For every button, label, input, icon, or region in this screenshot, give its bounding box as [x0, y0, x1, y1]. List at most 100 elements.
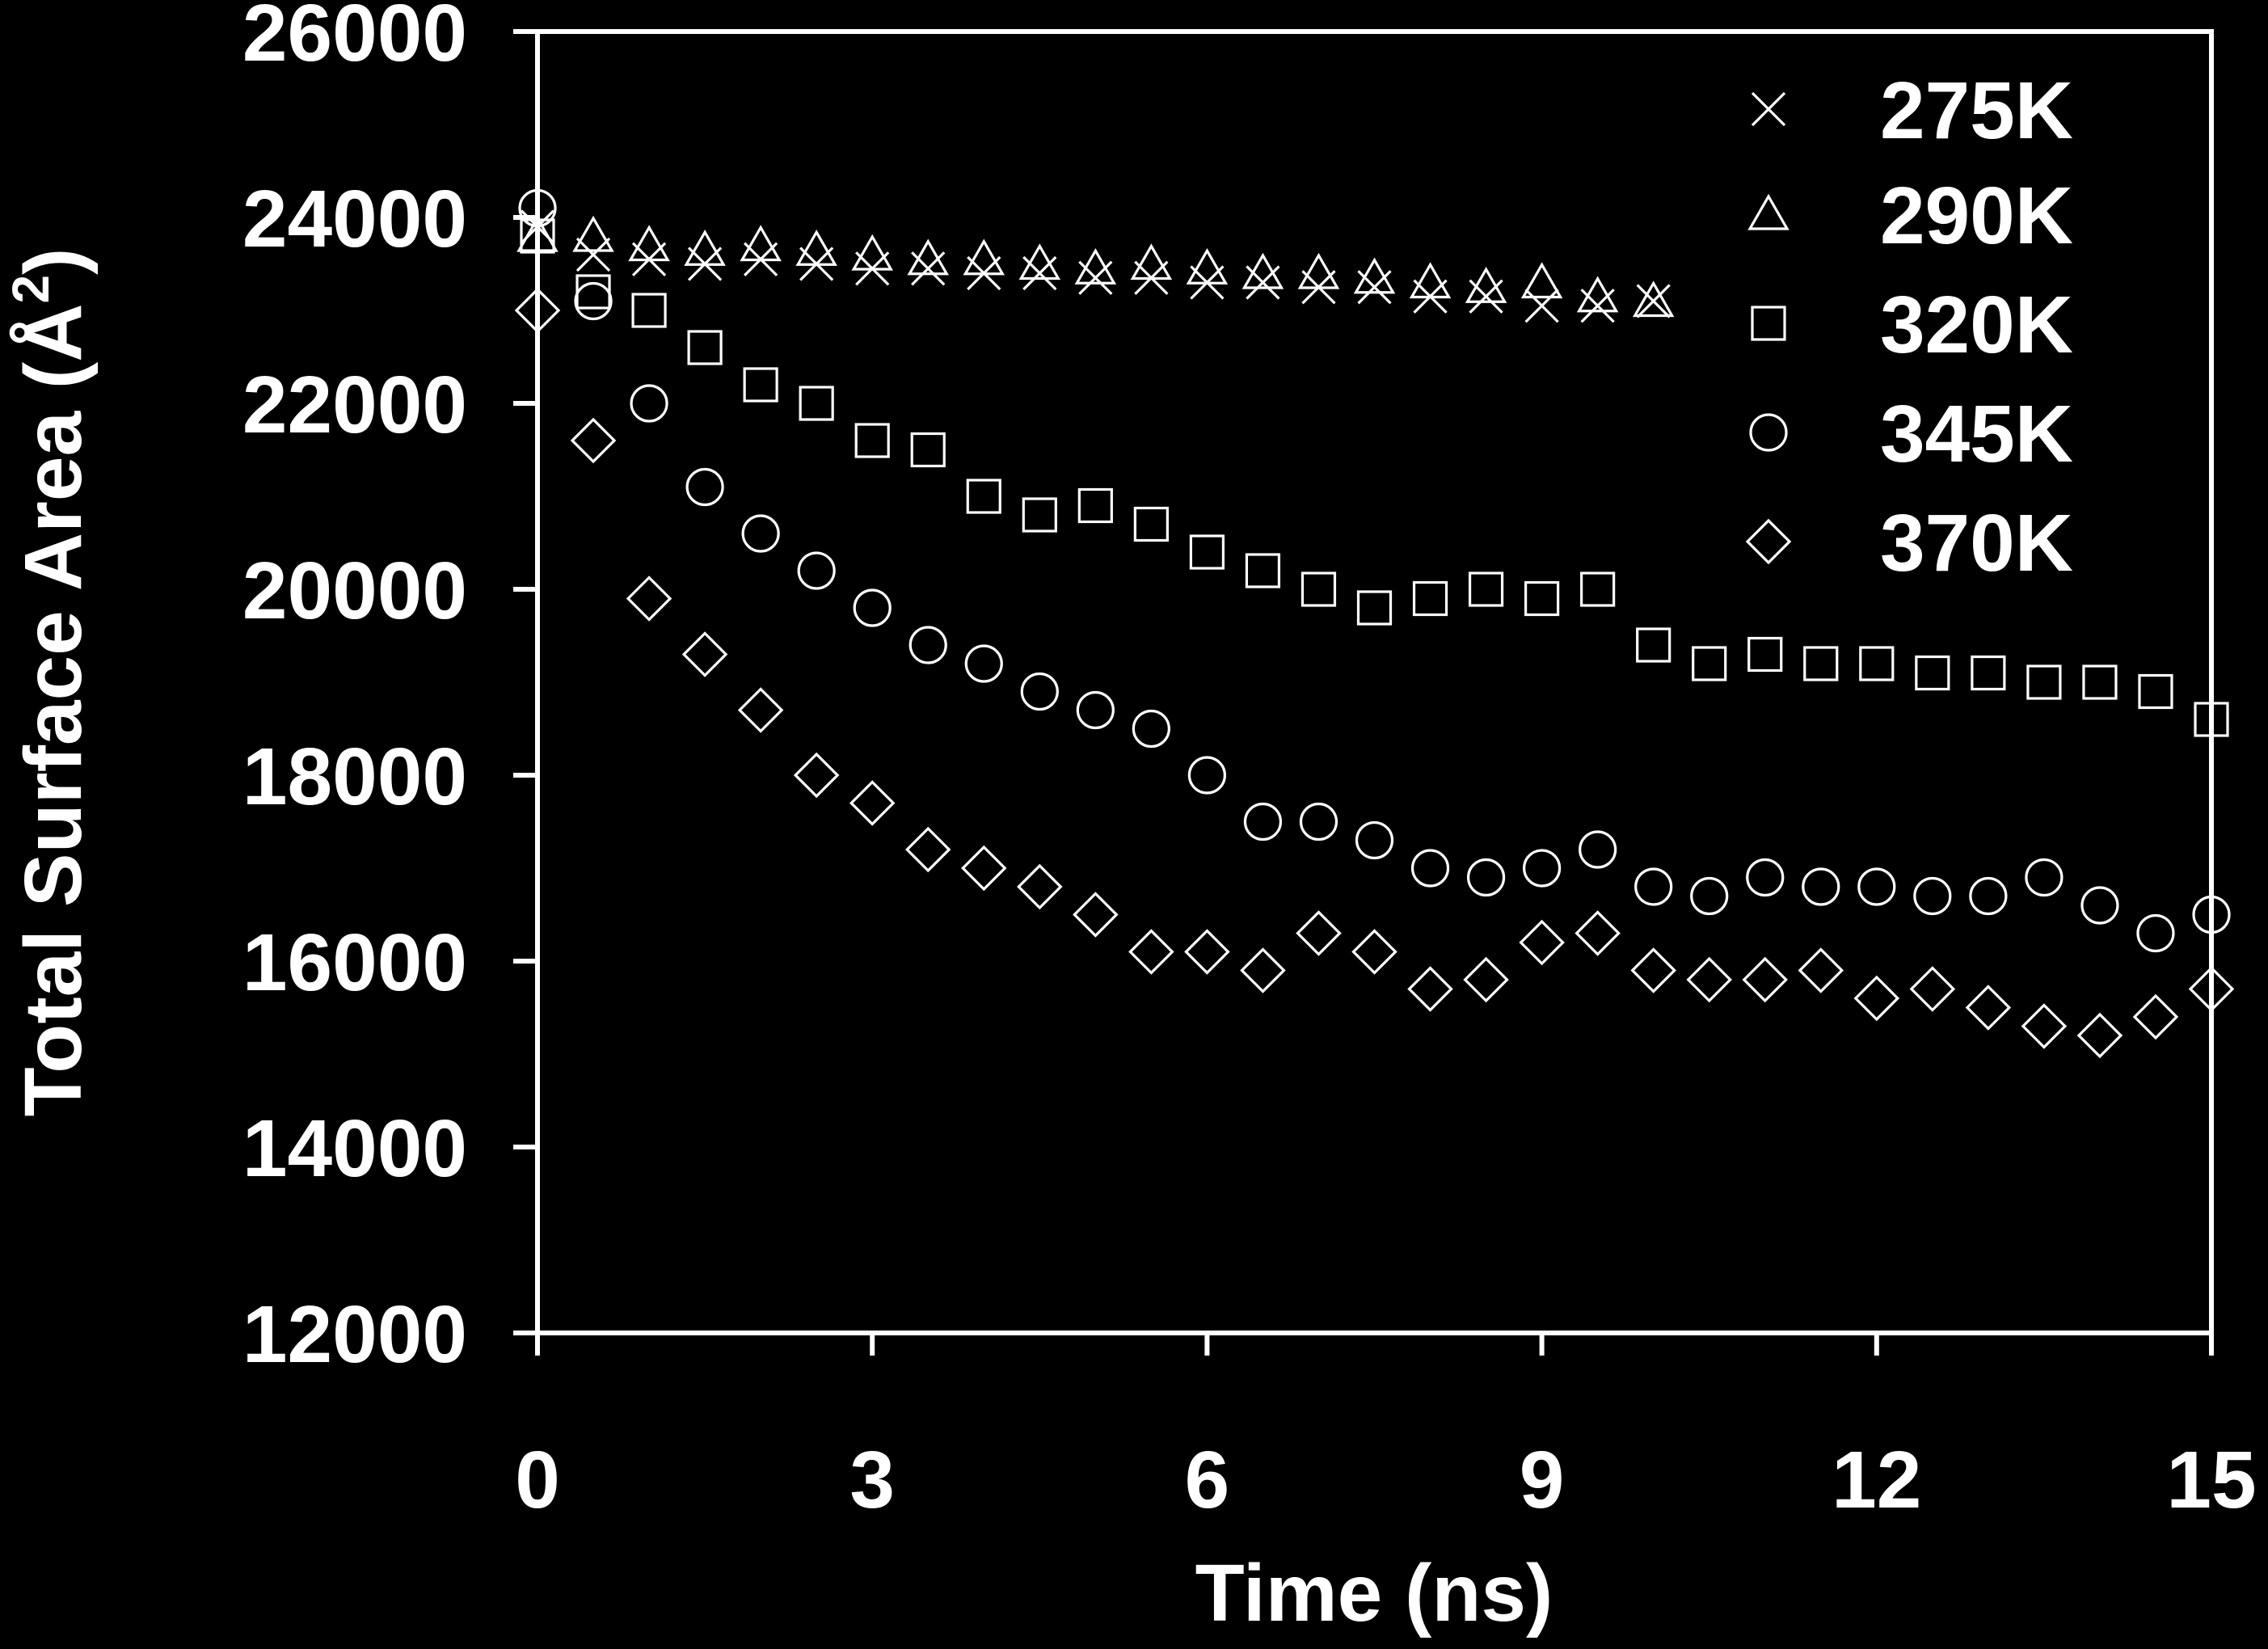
data-point-triangle	[907, 238, 949, 276]
axis-tick-labels: 0 3 6 9 12 15 12000 14000 16000 18000 20000 22000 24…	[242, 0, 2257, 1525]
data-point-circle	[964, 644, 1003, 683]
data-point-square	[1915, 655, 1950, 691]
data-point-diamond	[1017, 863, 1063, 910]
data-point-diamond	[1742, 956, 1788, 1003]
data-point-circle	[2080, 886, 2119, 925]
data-point-x	[1580, 289, 1615, 323]
data-point-triangle	[1520, 262, 1563, 299]
plot-border	[535, 29, 2214, 1335]
data-point-square	[1412, 580, 1448, 617]
data-point-triangle	[1576, 276, 1619, 313]
data-point-square	[966, 479, 1001, 514]
data-point-square	[854, 423, 890, 458]
data-point-triangle	[1632, 280, 1675, 318]
data-point-square	[575, 274, 611, 310]
legend-marker-square	[1751, 306, 1786, 341]
data-point-circle	[1466, 858, 1506, 897]
y-axis-title: Total Surface Area (Å2)	[2, 248, 99, 1117]
data-point-circle	[1020, 672, 1059, 711]
data-point-diamond	[1351, 929, 1397, 975]
data-point-triangle	[1297, 252, 1340, 289]
data-point-circle	[1634, 867, 1673, 906]
data-point-x	[1357, 270, 1392, 305]
data-point-triangle	[1409, 262, 1452, 299]
legend-item-320K: 320K	[1751, 280, 2073, 370]
data-point-circle	[1522, 849, 1562, 888]
data-point-circle	[1410, 849, 1450, 888]
data-point-diamond	[2021, 1003, 2068, 1049]
data-point-diamond	[1686, 956, 1732, 1003]
data-point-square	[2138, 673, 2173, 710]
data-point-x	[575, 237, 611, 272]
legend-marker-diamond	[1745, 518, 1792, 565]
data-point-triangle	[1186, 248, 1229, 285]
x-tick-label: 3	[849, 1435, 895, 1525]
data-point-circle	[1187, 756, 1227, 795]
data-point-diamond	[1073, 892, 1119, 938]
data-point-triangle	[1018, 243, 1061, 280]
data-point-square	[910, 432, 946, 468]
legend-item-345K: 345K	[1749, 389, 2073, 479]
data-point-diamond	[1128, 929, 1174, 975]
y-axis-title-end: )	[8, 248, 99, 275]
data-point-triangle	[851, 234, 893, 271]
data-point-circle	[1690, 876, 1729, 916]
data-point-triangle	[516, 215, 559, 252]
data-point-diamond	[1965, 985, 2012, 1031]
data-point-circle	[1299, 802, 1338, 841]
data-point-square	[1468, 571, 1504, 607]
series-275K	[520, 209, 1671, 323]
data-point-square	[1971, 655, 2006, 691]
data-point-circle	[797, 551, 836, 590]
data-point-square	[1077, 487, 1113, 524]
series-345K	[518, 188, 2231, 953]
data-point-square	[1580, 571, 1616, 607]
data-point-diamond	[514, 287, 561, 334]
data-point-triangle	[572, 215, 614, 252]
data-point-x	[911, 251, 946, 286]
data-point-circle	[1132, 709, 1170, 749]
data-point-diamond	[1407, 966, 1453, 1012]
plot-area	[535, 29, 2214, 1335]
data-point-circle	[574, 281, 613, 321]
data-point-diamond	[626, 576, 672, 622]
x-tick-label: 12	[1832, 1435, 1921, 1525]
data-point-circle	[1579, 830, 1617, 869]
data-point-diamond	[1630, 947, 1676, 993]
data-point-circle	[2192, 895, 2231, 934]
data-point-circle	[630, 384, 668, 423]
legend-marker-triangle	[1747, 193, 1790, 230]
data-point-circle	[1076, 690, 1115, 730]
x-tick-label: 9	[1520, 1435, 1565, 1525]
data-point-triangle	[795, 230, 837, 266]
data-point-square	[1859, 646, 1895, 681]
data-point-circle	[2136, 913, 2175, 953]
data-point-diamond	[849, 780, 896, 826]
legend-label: 370K	[1880, 498, 2073, 588]
data-point-square	[2194, 702, 2229, 737]
data-point-square	[1133, 506, 1169, 542]
data-point-diamond	[793, 752, 840, 799]
legend-item-370K: 370K	[1745, 498, 2073, 588]
data-point-x	[1636, 284, 1671, 318]
legend-marker-circle	[1749, 413, 1788, 452]
data-point-diamond	[681, 631, 728, 677]
data-point-circle	[2025, 858, 2064, 897]
series-320K	[520, 218, 2229, 737]
data-point-diamond	[904, 826, 951, 873]
data-point-triangle	[1074, 248, 1117, 285]
legend: 275K 290K 320K 345K 370K	[1745, 65, 2073, 588]
data-point-circle	[741, 514, 780, 553]
data-point-diamond	[2188, 966, 2235, 1012]
legend-item-275K: 275K	[1751, 65, 2073, 156]
legend-label: 275K	[1880, 65, 2073, 156]
series-290K	[516, 215, 1675, 318]
data-point-circle	[1802, 867, 1840, 906]
axis-ticks	[513, 29, 2214, 1356]
data-point-diamond	[1296, 910, 1342, 956]
data-point-square	[1245, 553, 1281, 588]
data-point-diamond	[961, 845, 1007, 892]
data-point-diamond	[1853, 975, 1900, 1022]
data-point-x	[1524, 289, 1559, 323]
y-tick-label: 14000	[242, 1103, 467, 1194]
